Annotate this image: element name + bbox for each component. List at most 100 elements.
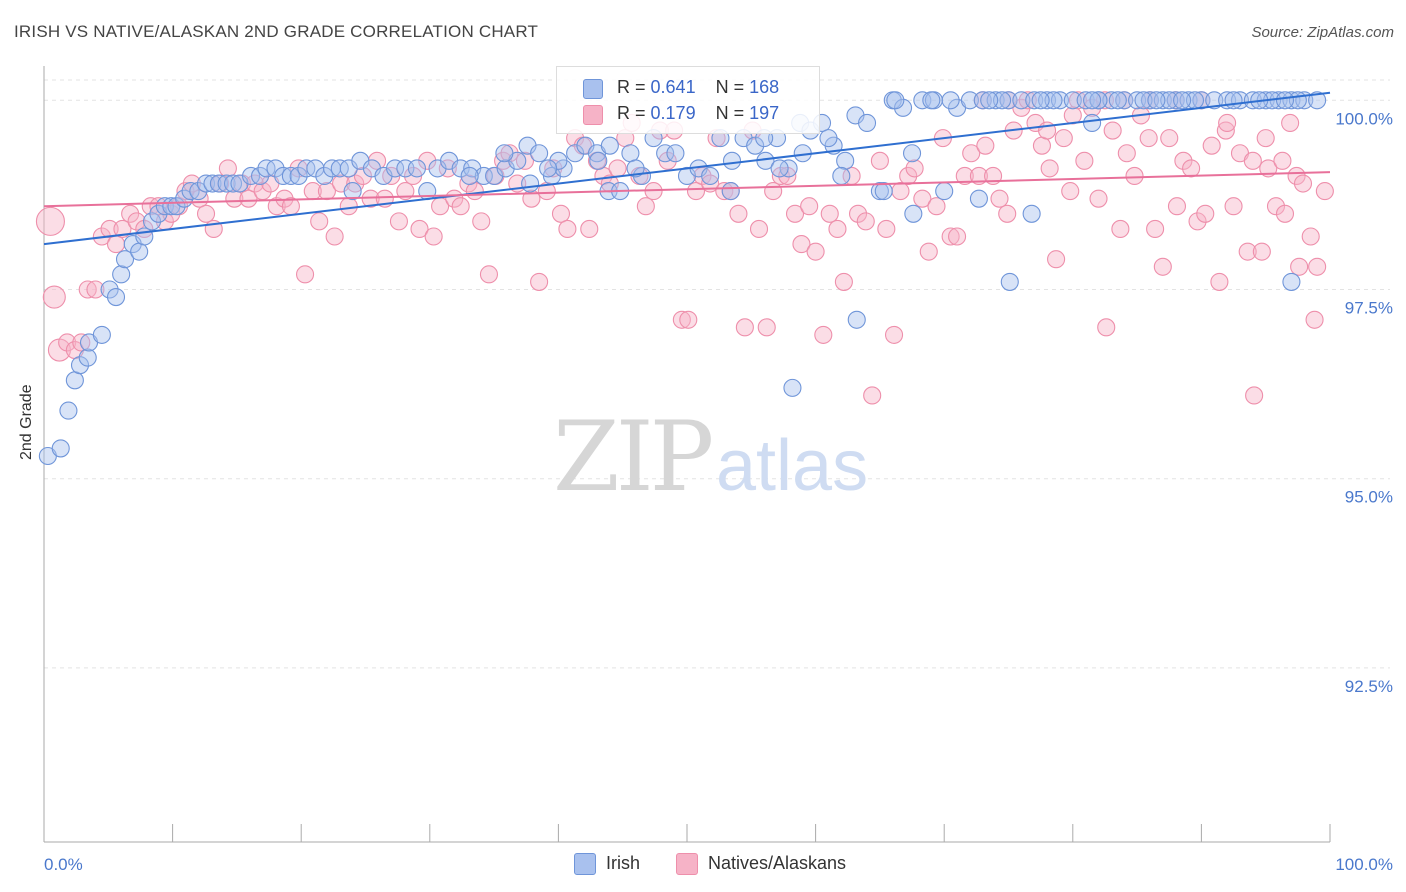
irish-point — [621, 144, 640, 163]
native-point — [1210, 272, 1229, 291]
native-point — [820, 204, 839, 223]
irish-point — [1282, 272, 1301, 291]
native-point — [771, 166, 790, 186]
irish-point — [181, 182, 200, 201]
irish-point — [993, 91, 1012, 110]
irish-point — [51, 439, 70, 458]
irish-point — [1308, 91, 1327, 110]
native-point — [121, 204, 140, 223]
native-point — [459, 174, 478, 193]
native-point — [530, 272, 549, 291]
irish-point — [1108, 91, 1127, 110]
native-point — [955, 166, 974, 186]
irish-point — [886, 91, 905, 110]
irish-point — [250, 166, 270, 186]
native-point — [78, 280, 97, 299]
native-point — [438, 159, 457, 178]
irish-point — [1205, 91, 1224, 110]
native-point — [1054, 129, 1073, 148]
native-point — [410, 219, 429, 238]
irish-n-label: N = — [715, 77, 745, 97]
native-point — [778, 166, 797, 186]
irish-point — [589, 151, 608, 170]
native-point — [1305, 310, 1324, 329]
irish-point — [1025, 91, 1044, 110]
irish-point — [343, 182, 362, 201]
native-point — [1202, 136, 1221, 155]
native-point — [749, 219, 769, 238]
irish-point — [196, 174, 216, 193]
native-point — [1125, 166, 1144, 186]
native-point — [834, 272, 853, 291]
irish-point — [1076, 91, 1095, 110]
irish-point — [100, 280, 119, 299]
irish-point — [746, 136, 765, 155]
irish-n-value: 168 — [749, 77, 780, 97]
irish-point — [999, 91, 1018, 110]
native-point — [757, 318, 776, 337]
native-point — [764, 182, 783, 201]
native-point — [636, 197, 655, 216]
irish-point — [1140, 91, 1160, 110]
irish-r-value: 0.641 — [650, 77, 696, 97]
native-point — [267, 197, 286, 216]
native-point — [1196, 204, 1215, 223]
native-point — [339, 197, 358, 216]
irish-point — [106, 288, 126, 307]
native-point — [1224, 197, 1243, 216]
irish-point — [832, 166, 851, 186]
native-point — [1293, 174, 1313, 193]
native-point — [1018, 91, 1037, 110]
native-point — [1287, 166, 1306, 186]
irish-point — [1022, 204, 1041, 223]
native-point — [558, 219, 577, 238]
native-point — [1139, 129, 1158, 148]
irish-point — [1083, 113, 1102, 133]
native-point — [35, 206, 65, 236]
native-point — [1315, 182, 1334, 201]
irish-point — [836, 151, 855, 170]
native-point — [1182, 159, 1201, 178]
irish-point — [289, 166, 308, 186]
native-point — [1273, 151, 1292, 170]
native-point — [1040, 159, 1059, 178]
irish-point — [474, 166, 493, 186]
natives-r-label: R = — [617, 103, 646, 123]
native-point — [1256, 129, 1275, 148]
native-point — [1308, 257, 1327, 276]
native-point — [1216, 121, 1235, 140]
irish-point — [189, 182, 208, 201]
irish-point — [521, 174, 540, 193]
native-point — [310, 212, 329, 231]
irish-point — [721, 182, 740, 201]
native-point — [1281, 113, 1300, 133]
irish-point — [922, 91, 941, 110]
native-point — [1095, 91, 1114, 110]
irish-point — [495, 144, 514, 163]
source-label: Source: ZipAtlas.com — [1251, 24, 1394, 41]
irish-point — [902, 144, 922, 163]
irish-point — [1224, 91, 1243, 110]
irish-point — [770, 159, 789, 178]
irish-point — [980, 91, 999, 110]
irish-point — [142, 212, 162, 231]
legend-irish-swatch — [574, 853, 596, 875]
irish-point — [315, 166, 334, 186]
irish-point — [935, 182, 954, 201]
native-point — [792, 235, 811, 254]
native-point — [58, 333, 77, 352]
native-point — [196, 204, 216, 223]
irish-point — [701, 166, 720, 186]
irish-point — [566, 144, 585, 163]
irish-point — [656, 144, 675, 163]
native-point — [515, 151, 535, 170]
irish-point — [274, 166, 293, 186]
irish-point — [847, 310, 866, 329]
native-point — [1275, 204, 1295, 223]
irish-point — [870, 182, 889, 201]
irish-point — [1038, 91, 1057, 110]
native-point — [870, 151, 889, 170]
native-point — [127, 212, 146, 231]
native-point — [679, 310, 698, 329]
